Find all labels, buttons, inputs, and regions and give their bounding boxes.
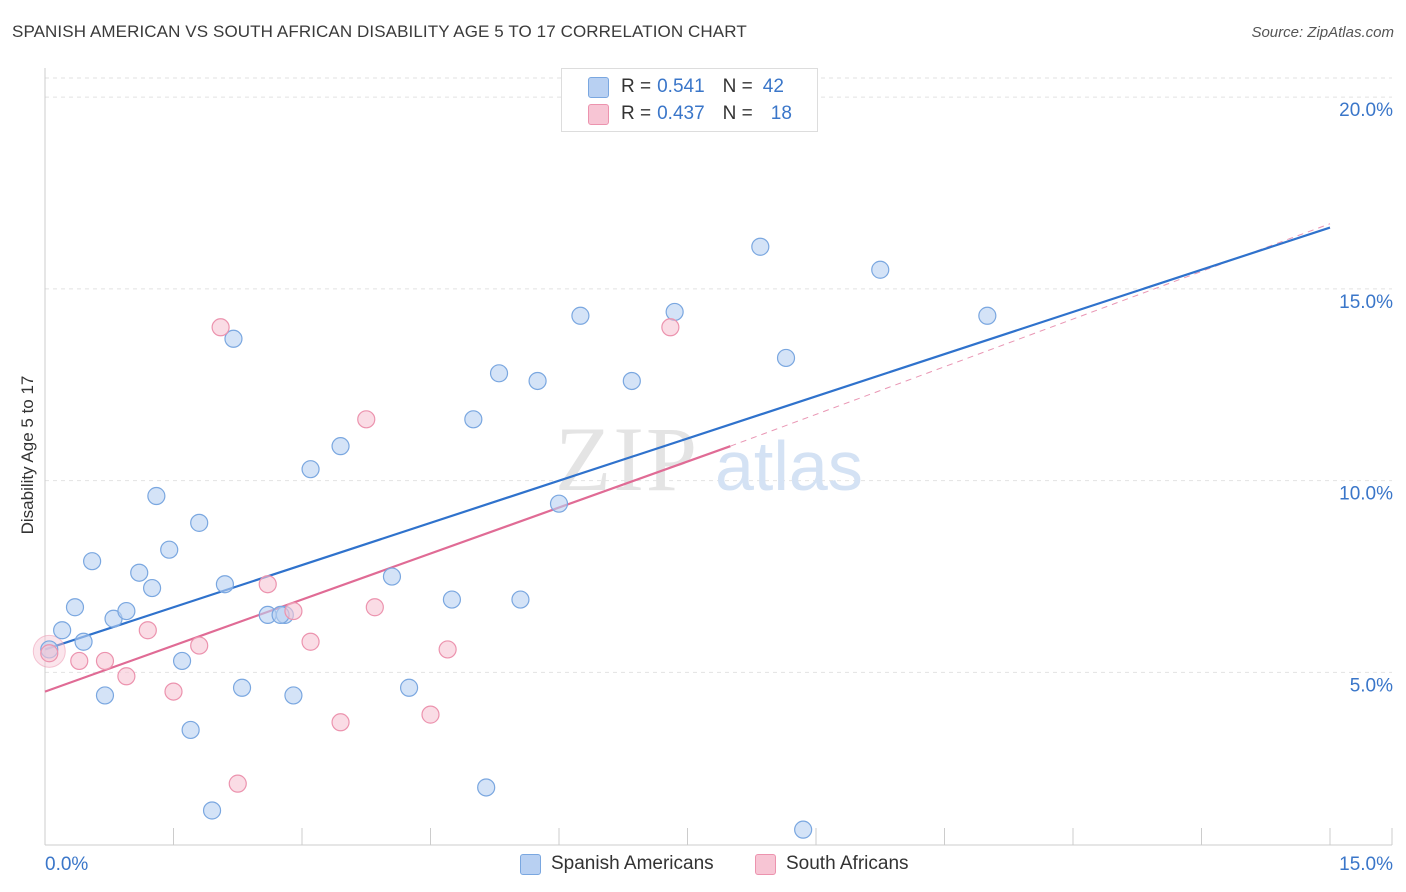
spanish-americans-point (215, 575, 234, 594)
legend-r-label: R = (621, 76, 652, 97)
south-africans-point (258, 575, 277, 594)
spanish-americans-point (382, 567, 402, 586)
spanish-americans-point (232, 678, 252, 697)
spanish-americans-point (202, 801, 222, 820)
spanish-americans-point (95, 686, 115, 705)
south-africans-point (95, 651, 115, 671)
bottom-legend-label: Spanish Americans (551, 853, 714, 874)
spanish-americans-point (571, 306, 590, 325)
legend-r-label: R = (621, 103, 652, 124)
south-africans-point (301, 632, 320, 651)
spanish-americans-point (549, 494, 569, 513)
spanish-americans-point (224, 329, 243, 348)
spanish-americans-point (181, 720, 200, 740)
south-africans-point (40, 644, 59, 663)
spanish-americans-point (776, 348, 796, 368)
south-africans-point (438, 640, 457, 659)
south-africans-point (284, 601, 303, 621)
chart-title: SPANISH AMERICAN VS SOUTH AFRICAN DISABI… (12, 22, 747, 41)
spanish-americans-point (442, 590, 462, 609)
spanish-americans-point (871, 260, 890, 279)
spanish-americans-point (751, 237, 770, 256)
tick-label-layer: 5.0% 10.0% 15.0% 20.0% 0.0% 15.0% (45, 100, 1393, 875)
spanish-americans-point (83, 552, 102, 571)
spanish-americans-point (142, 578, 162, 598)
south-africans-point (365, 598, 384, 617)
y-tick-label: 5.0% (1350, 675, 1393, 696)
watermark-atlas: atlas (715, 427, 863, 505)
bottom-legend-spanish-americans[interactable]: Spanish Americans (520, 852, 714, 876)
legend-swatch-blue (520, 853, 541, 875)
spanish-americans-point (978, 306, 997, 325)
x-tick-label: 15.0% (1339, 854, 1393, 875)
spanish-americans-point (665, 302, 684, 322)
spanish-americans-point (622, 371, 641, 391)
y-tick-label: 15.0% (1339, 292, 1393, 313)
south-africans-point (421, 705, 440, 724)
spanish-americans-point (301, 460, 320, 479)
south-africans-point (138, 621, 157, 640)
south-africans-point (331, 713, 350, 732)
south-africans-point (117, 667, 136, 686)
spanish-americans-point (147, 486, 166, 506)
spanish-americans-point (331, 437, 350, 456)
y-tick-label: 20.0% (1339, 100, 1393, 121)
y-axis-label: Disability Age 5 to 17 (18, 375, 37, 535)
legend-n-value: 18 (770, 103, 792, 124)
spanish-americans-point (464, 410, 483, 429)
spanish-americans-point (794, 820, 813, 839)
legend-row-south-africans: R = 0.437 N = 18 (588, 102, 792, 126)
x-tick-label: 0.0% (45, 854, 88, 875)
legend-row-spanish-americans: R = 0.541 N = 42 (588, 75, 784, 99)
legend-n-label: N = (722, 76, 753, 97)
legend-swatch-pink (755, 853, 776, 875)
source-credit: Source: ZipAtlas.com (1251, 24, 1394, 41)
south-africans-point (228, 774, 247, 793)
legend-r-value: 0.437 (657, 103, 705, 124)
spanish-americans-point (65, 598, 85, 617)
spanish-americans-point (477, 778, 496, 797)
spanish-americans-point (284, 686, 303, 705)
legend-n-value: 42 (762, 76, 784, 97)
spanish-americans-point (489, 364, 509, 383)
y-tick-label: 10.0% (1339, 484, 1393, 505)
legend-swatch-pink (588, 103, 609, 125)
spanish-americans-point (160, 540, 179, 559)
spanish-americans-trend-line (44, 226, 1331, 651)
south-africans-point (164, 682, 183, 701)
spanish-americans-point (190, 513, 209, 532)
legend-n-label: N = (722, 103, 753, 124)
correlation-legend: R = 0.541 N = 42 R = 0.437 N = 18 (561, 68, 818, 132)
bottom-legend-south-africans[interactable]: South Africans (755, 852, 909, 876)
spanish-americans-point (53, 621, 72, 640)
spanish-americans-point (511, 590, 530, 609)
south-africans-point (357, 410, 376, 429)
south-africans-point (70, 651, 89, 671)
spanish-americans-point (117, 601, 136, 621)
legend-swatch-blue (588, 76, 609, 98)
legend-r-value: 0.541 (657, 76, 705, 97)
points-layer (32, 237, 997, 839)
south-africans-point (190, 636, 209, 655)
south-africans-point (211, 318, 230, 337)
spanish-americans-point (130, 563, 149, 582)
axis-layer (44, 68, 1393, 846)
spanish-americans-point (528, 371, 547, 391)
spanish-americans-point (172, 651, 192, 671)
south-africans-point (661, 318, 680, 337)
spanish-americans-point (399, 678, 419, 697)
spanish-americans-point (74, 632, 93, 651)
bottom-legend-label: South Africans (786, 853, 909, 874)
